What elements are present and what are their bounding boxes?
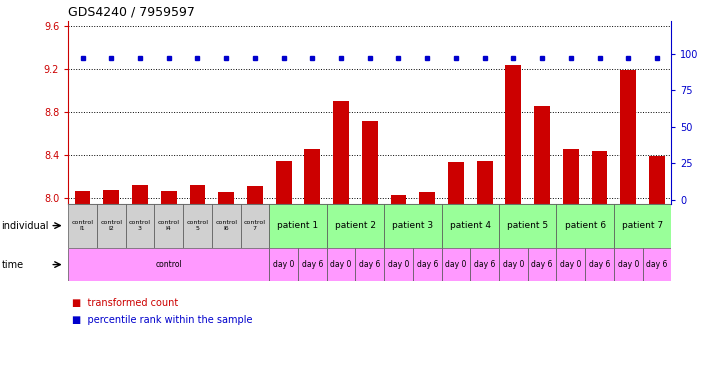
Bar (556, 204, 614, 248)
Bar (528, 248, 556, 281)
Bar (614, 204, 671, 248)
Text: patient 1: patient 1 (277, 221, 319, 230)
Bar (298, 248, 327, 281)
Bar (470, 248, 499, 281)
Bar (499, 248, 528, 281)
Bar (614, 248, 643, 281)
Bar (269, 248, 298, 281)
Bar (534, 106, 550, 204)
Bar (161, 190, 177, 204)
Bar (355, 248, 384, 281)
Text: individual: individual (1, 220, 49, 231)
Text: day 6: day 6 (416, 260, 438, 269)
Bar (620, 71, 636, 204)
Text: day 6: day 6 (589, 260, 610, 269)
Text: control
l2: control l2 (101, 220, 122, 231)
Bar (183, 204, 212, 248)
Text: day 0: day 0 (273, 260, 294, 269)
Bar (68, 204, 97, 248)
Bar (592, 151, 607, 204)
Text: ■  transformed count: ■ transformed count (72, 298, 178, 308)
Text: GDS4240 / 7959597: GDS4240 / 7959597 (68, 5, 195, 18)
Text: control
3: control 3 (129, 220, 151, 231)
Text: patient 6: patient 6 (564, 221, 606, 230)
Bar (563, 149, 579, 204)
Bar (333, 101, 349, 204)
Bar (413, 248, 442, 281)
Bar (649, 156, 665, 204)
Bar (276, 161, 292, 204)
Bar (384, 204, 442, 248)
Text: day 0: day 0 (445, 260, 467, 269)
Text: patient 5: patient 5 (507, 221, 549, 230)
Text: ■  percentile rank within the sample: ■ percentile rank within the sample (72, 315, 252, 325)
Bar (499, 204, 556, 248)
Bar (190, 185, 205, 204)
Bar (241, 204, 269, 248)
Bar (643, 248, 671, 281)
Bar (75, 190, 90, 204)
Bar (68, 248, 269, 281)
Text: day 6: day 6 (474, 260, 495, 269)
Bar (477, 161, 493, 204)
Bar (154, 204, 183, 248)
Bar (585, 248, 614, 281)
Text: day 0: day 0 (330, 260, 352, 269)
Bar (97, 204, 126, 248)
Bar (505, 65, 521, 204)
Text: control
l1: control l1 (72, 220, 93, 231)
Bar (247, 186, 263, 204)
Text: day 0: day 0 (388, 260, 409, 269)
Text: day 6: day 6 (531, 260, 553, 269)
Text: day 6: day 6 (302, 260, 323, 269)
Text: control
7: control 7 (244, 220, 266, 231)
Bar (556, 248, 585, 281)
Text: day 0: day 0 (560, 260, 582, 269)
Bar (419, 192, 435, 204)
Bar (442, 204, 499, 248)
Bar (442, 248, 470, 281)
Text: patient 7: patient 7 (622, 221, 663, 230)
Bar (103, 190, 119, 204)
Text: time: time (1, 260, 24, 270)
Text: patient 4: patient 4 (449, 221, 491, 230)
Bar (269, 204, 327, 248)
Bar (448, 162, 464, 204)
Bar (304, 149, 320, 204)
Bar (327, 248, 355, 281)
Text: day 6: day 6 (646, 260, 668, 269)
Text: patient 2: patient 2 (335, 221, 376, 230)
Bar (327, 204, 384, 248)
Bar (362, 121, 378, 204)
Text: day 6: day 6 (359, 260, 381, 269)
Text: day 0: day 0 (503, 260, 524, 269)
Bar (212, 204, 241, 248)
Bar (218, 192, 234, 204)
Text: patient 3: patient 3 (392, 221, 434, 230)
Text: day 0: day 0 (617, 260, 639, 269)
Bar (132, 185, 148, 204)
Text: control
l4: control l4 (158, 220, 180, 231)
Bar (384, 248, 413, 281)
Text: control
l6: control l6 (215, 220, 237, 231)
Text: control: control (155, 260, 182, 269)
Bar (126, 204, 154, 248)
Text: control
5: control 5 (187, 220, 208, 231)
Bar (391, 195, 406, 204)
